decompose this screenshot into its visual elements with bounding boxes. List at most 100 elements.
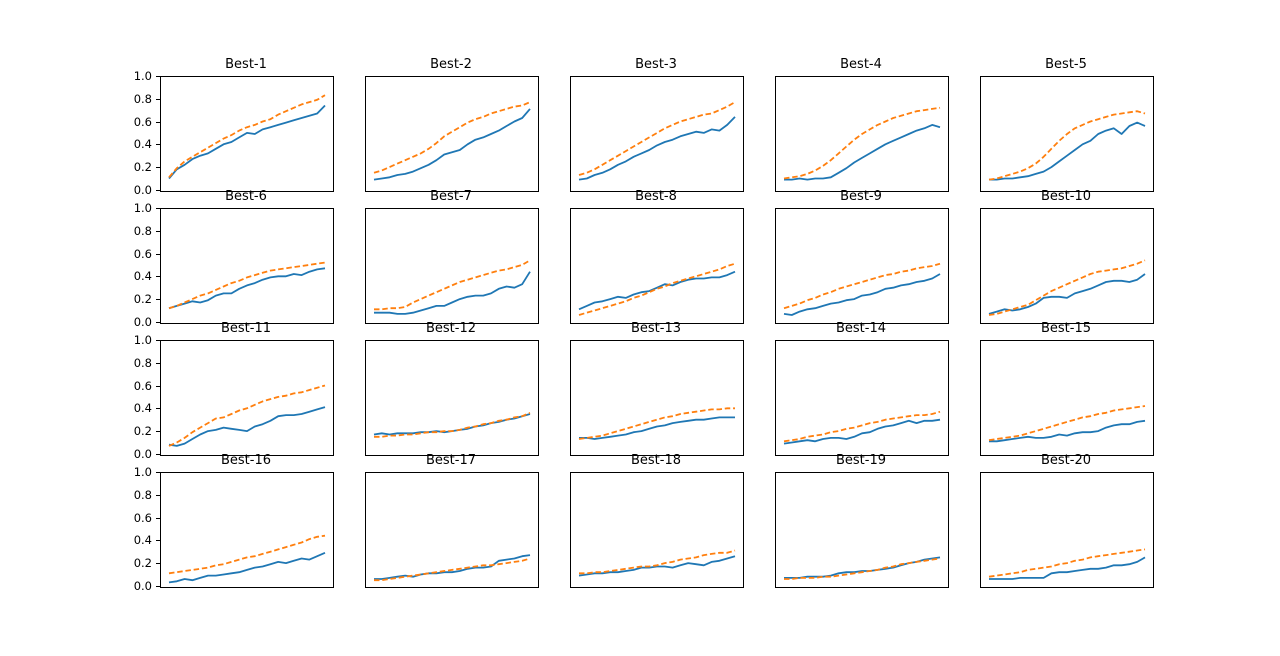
series-blue-solid: [578, 555, 736, 577]
y-axis-tick-mark: [156, 253, 160, 255]
series-blue-solid: [373, 108, 531, 181]
y-axis-tick-label: 0.6: [133, 246, 152, 261]
y-axis-tick-label: 0.6: [133, 510, 152, 525]
y-axis-tick-label: 0.8: [133, 223, 152, 238]
subplot-title: Best-11: [220, 321, 272, 336]
subplot-best-4: Best-4: [775, 57, 949, 192]
y-axis-tick-label: 0.4: [133, 269, 152, 284]
y-axis-tick-label: 0.0: [133, 183, 152, 197]
series-orange-dashed: [783, 410, 941, 443]
line-chart: [570, 472, 744, 588]
subplot-title: Best-8: [635, 189, 677, 204]
series-blue-solid: [579, 416, 735, 440]
y-axis-tick-mark: [156, 494, 160, 496]
line-chart: [365, 472, 539, 588]
y-axis-tick-mark: [156, 144, 160, 146]
y-axis-tick-mark: [156, 454, 160, 455]
subplot-best-14: Best-14: [775, 321, 949, 456]
y-axis-tick-label: 0.0: [133, 315, 152, 329]
series-blue-solid: [578, 270, 736, 311]
y-axis-tick-mark: [156, 322, 160, 323]
y-axis-tick-mark: [156, 167, 160, 169]
y-axis-tick-label: 0.8: [133, 355, 152, 370]
y-axis-tick-label: 1.0: [133, 69, 152, 83]
line-chart: [365, 76, 539, 192]
subplot-best-6: Best-6 1.0 0.8 0.6 0.4 0.2 0.0: [134, 189, 334, 329]
y-axis-tick-label: 1.0: [133, 201, 152, 215]
y-axis-tick-mark: [156, 385, 160, 387]
line-chart: [775, 472, 949, 588]
subplot-best-17: Best-17: [365, 453, 539, 588]
line-chart: [775, 208, 949, 324]
subplot-best-3: Best-3: [570, 57, 744, 192]
series-blue-solid: [168, 104, 326, 180]
subplot-title: Best-14: [835, 321, 887, 336]
y-axis-tick-mark: [156, 540, 160, 542]
y-axis-tick-mark: [156, 208, 160, 209]
y-axis-tick-label: 1.0: [133, 333, 152, 347]
y-axis-tick-mark: [156, 563, 160, 565]
series-orange-dashed: [988, 405, 1146, 442]
y-axis-tick-label: 0.4: [133, 137, 152, 152]
line-chart: [365, 208, 539, 324]
y-axis-tick-label: 0.8: [133, 487, 152, 502]
y-axis-tick-mark: [156, 362, 160, 364]
subplot-best-20: Best-20: [980, 453, 1154, 588]
y-axis-tick-mark: [156, 230, 160, 232]
series-blue-solid: [168, 267, 326, 310]
series-orange-dashed: [578, 407, 735, 440]
subplot-best-12: Best-12: [365, 321, 539, 456]
subplot-best-1: Best-1 1.0 0.8 0.6 0.4 0.2 0.0: [134, 57, 334, 197]
line-chart: [160, 472, 334, 588]
y-axis-tick-label: 0.8: [133, 91, 152, 106]
line-chart: [980, 472, 1154, 588]
subplot-title: Best-15: [1040, 321, 1092, 336]
series-orange-dashed: [374, 411, 531, 438]
series-orange-dashed: [578, 101, 736, 176]
y-axis-tick-label: 0.2: [133, 424, 152, 439]
series-orange-dashed: [168, 261, 326, 310]
subplot-title: Best-18: [630, 453, 682, 468]
subplot-title: Best-6: [225, 189, 267, 204]
subplot-best-15: Best-15: [980, 321, 1154, 456]
subplot-best-5: Best-5: [980, 57, 1154, 192]
series-blue-solid: [168, 551, 326, 584]
y-axis-tick-label: 0.6: [133, 114, 152, 129]
y-axis-tick-mark: [156, 98, 160, 100]
y-axis-tick-mark: [156, 431, 160, 433]
series-blue-solid: [989, 121, 1146, 181]
subplot-best-11: Best-11 1.0 0.8 0.6 0.4 0.2 0.0: [134, 321, 334, 461]
subplot-best-16: Best-16 1.0 0.8 0.6 0.4 0.2 0.0: [134, 453, 334, 593]
y-axis-tick-mark: [156, 408, 160, 410]
y-axis-tick-label: 1.0: [133, 465, 152, 479]
subplot-title: Best-19: [835, 453, 887, 468]
y-axis-tick-mark: [156, 121, 160, 123]
series-blue-solid: [374, 271, 531, 315]
y-axis-tick-label: 0.0: [133, 447, 152, 461]
line-chart: [775, 76, 949, 192]
subplot-best-8: Best-8: [570, 189, 744, 324]
subplot-title: Best-2: [430, 57, 472, 72]
subplot-best-10: Best-10: [980, 189, 1154, 324]
subplot-best-13: Best-13: [570, 321, 744, 456]
y-axis-tick-label: 0.0: [133, 579, 152, 593]
series-orange-dashed: [374, 259, 531, 311]
series-orange-dashed: [988, 110, 1146, 181]
subplot-title: Best-7: [430, 189, 472, 204]
series-blue-solid: [783, 418, 941, 445]
subplot-best-18: Best-18: [570, 453, 744, 588]
y-axis-tick-label: 0.6: [133, 378, 152, 393]
subplot-best-9: Best-9: [775, 189, 949, 324]
y-axis-tick-label: 0.2: [133, 556, 152, 571]
series-blue-solid: [989, 556, 1146, 580]
y-axis-tick-label: 0.2: [133, 292, 152, 307]
y-axis-tick-label: 0.4: [133, 533, 152, 548]
subplot-title: Best-3: [635, 57, 677, 72]
series-blue-solid: [989, 419, 1146, 443]
series-blue-solid: [784, 124, 941, 181]
y-axis-tick-mark: [156, 472, 160, 473]
y-axis-tick-label: 0.4: [133, 401, 152, 416]
subplot-best-7: Best-7: [365, 189, 539, 324]
subplot-title: Best-1: [225, 57, 267, 72]
